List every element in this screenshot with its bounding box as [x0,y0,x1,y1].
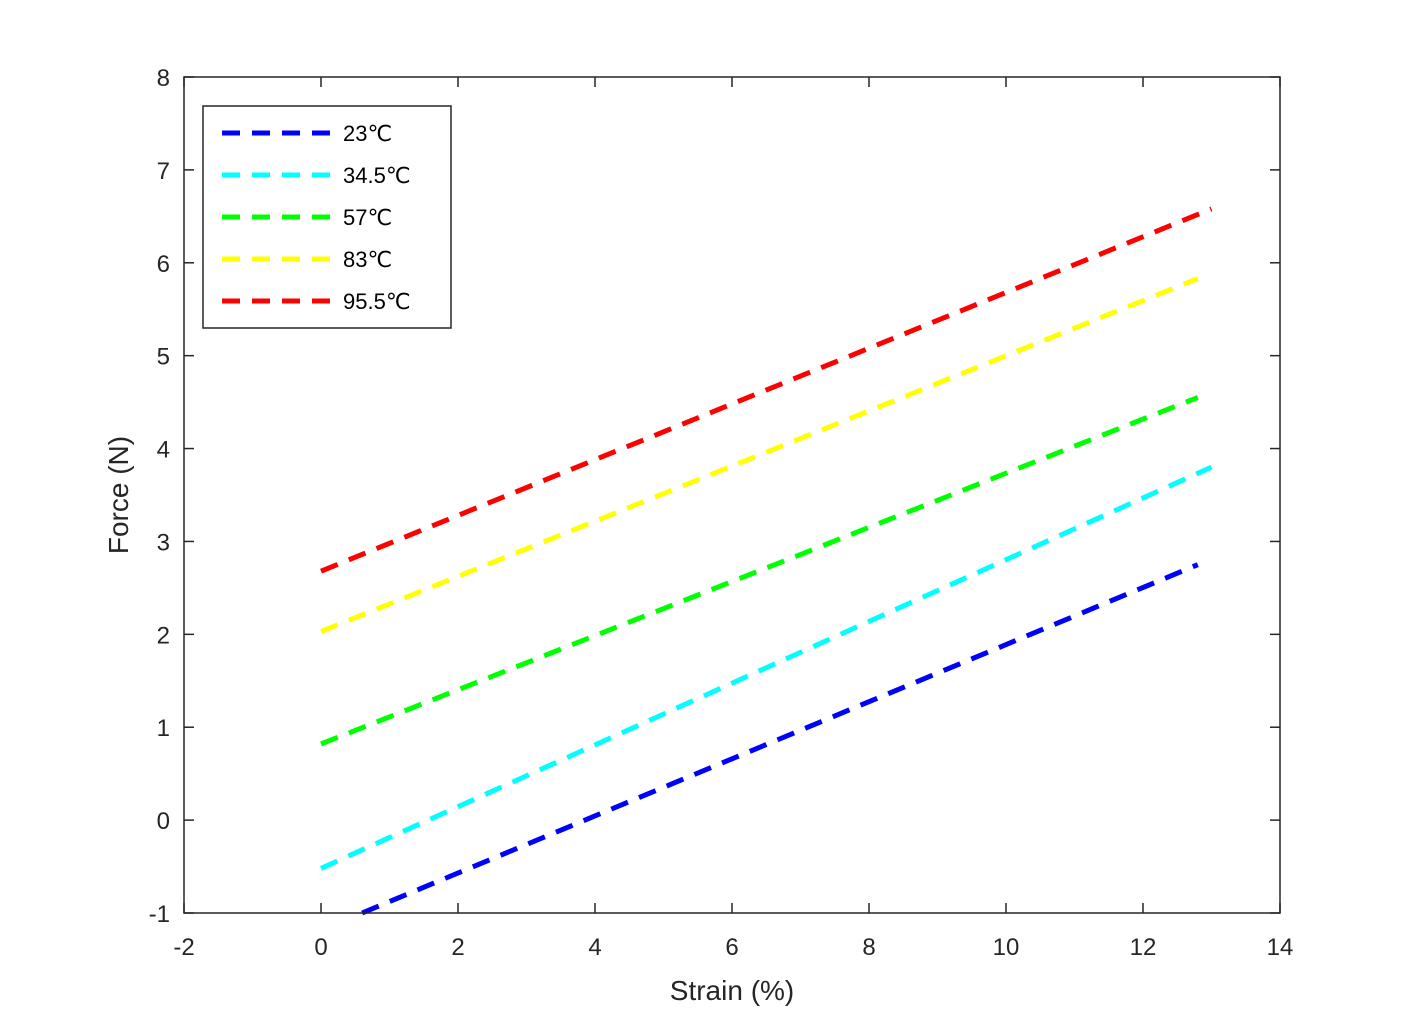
y-tick-label: 8 [157,65,170,92]
legend: 23℃ 34.5℃ 57℃ 83℃ 95.5℃ [202,105,452,329]
series-line-4 [320,276,1199,634]
series-line-1 [361,562,1199,916]
legend-label-4: 83℃ [343,247,392,272]
y-tick-label: 7 [157,158,170,185]
x-tick-label: 6 [725,934,738,961]
y-tick-label: 4 [157,437,170,464]
series-line-5 [320,206,1213,574]
series-lines [319,206,1213,916]
legend-label-2: 34.5℃ [343,163,411,188]
series-line-2 [319,464,1213,871]
x-tick-label: 2 [451,934,464,961]
y-tick-label: 5 [157,344,170,371]
y-tick-label: 1 [157,715,170,742]
legend-label-5: 95.5℃ [343,289,411,314]
y-tick-label: 3 [157,529,170,556]
x-tick-label: 8 [862,934,875,961]
y-tick-label: 2 [157,622,170,649]
x-tick-label: 14 [1267,934,1294,961]
x-tick-label: 12 [1130,934,1157,961]
y-axis-label: Force (N) [103,436,134,554]
axes-box [183,76,1281,914]
y-tick-label: 0 [157,808,170,835]
x-tick-label: 4 [588,934,601,961]
x-tick-label: 10 [993,934,1020,961]
legend-label-1: 23℃ [343,121,392,146]
x-tick-label: -2 [173,934,194,961]
x-axis-label: Strain (%) [670,975,794,1006]
series-line-3 [320,395,1199,747]
x-tick-label: 0 [314,934,327,961]
y-tick-label: 6 [157,251,170,278]
y-tick-label: -1 [149,901,170,928]
legend-label-3: 57℃ [343,205,392,230]
